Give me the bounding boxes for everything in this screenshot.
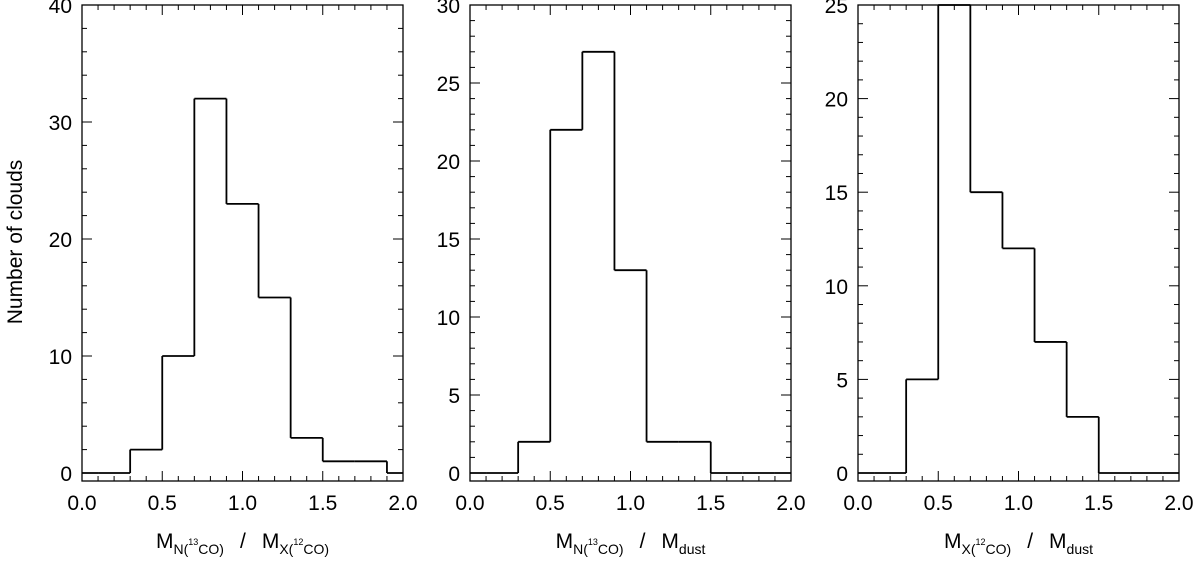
x-axis-label-part: CO) [303,541,329,557]
x-tick-label: 2.0 [388,492,417,515]
x-tick-label: 2.0 [1164,492,1193,515]
x-axis-label-part: N( [573,541,588,557]
y-tick-label: 10 [49,346,72,369]
y-tick-label: 0 [836,463,848,486]
y-tick-label: 10 [825,276,848,299]
y-tick-label: 0 [60,463,72,486]
x-axis-label-part: CO) [986,541,1012,557]
x-axis-label-part: 12 [293,537,303,547]
x-axis-label-part: CO) [598,541,624,557]
histogram-steps [82,97,403,474]
y-tick-label: 20 [825,89,848,112]
x-tick-label: 0.5 [536,492,565,515]
x-axis-label-part: dust [679,541,706,557]
y-tick-label: 5 [448,385,460,408]
x-axis-label-part: X( [962,541,976,557]
x-axis-label-part: / [640,530,646,553]
x-tick-label: 0.5 [924,492,953,515]
x-tick-label: 2.0 [776,492,805,515]
plot-frame [469,4,792,482]
x-axis-label-part: M [556,530,574,553]
x-axis-label-part: M [1049,530,1067,553]
x-axis-label-part: CO) [198,541,224,557]
y-tick-label: 25 [825,0,848,18]
x-axis-label: MN(13CO) / Mdust [556,530,706,557]
x-axis-label-part: 12 [976,537,986,547]
x-axis-label: MN(13CO) / MX(12CO) [156,530,329,557]
y-tick-label: 15 [825,182,848,205]
y-tick-label: 25 [437,73,460,96]
histogram-steps [858,4,1179,474]
x-axis-label-part: M [944,530,962,553]
x-tick-label: 0.0 [843,492,872,515]
y-tick-label: 30 [49,112,72,135]
x-tick-label: 1.5 [1084,492,1113,515]
y-tick-label: 40 [49,0,72,18]
x-axis-label-part: 13 [588,537,598,547]
y-axis-label: Number of clouds [4,160,27,325]
x-tick-label: 1.5 [696,492,725,515]
x-axis-label-part: 13 [188,537,198,547]
x-axis-label-part: M [156,530,174,553]
x-axis-label-part: / [1027,530,1033,553]
x-tick-label: 1.0 [616,492,645,515]
x-tick-label: 0.0 [455,492,484,515]
y-tick-label: 20 [49,229,72,252]
x-tick-label: 1.5 [308,492,337,515]
x-axis-label-part: X( [279,541,293,557]
plot-frame [81,4,404,482]
x-tick-label: 0.5 [148,492,177,515]
y-tick-label: 5 [836,369,848,392]
x-axis-label-part: M [661,530,679,553]
x-axis-label: MX(12CO) / Mdust [944,530,1093,557]
y-tick-label: 30 [437,0,460,18]
x-axis-label-part: dust [1067,541,1094,557]
y-tick-label: 20 [437,151,460,174]
y-tick-label: 10 [437,307,460,330]
x-axis-label-part: N( [174,541,189,557]
x-tick-label: 1.0 [1004,492,1033,515]
x-axis-label-part: M [262,530,280,553]
histogram-steps [470,50,791,474]
x-tick-label: 1.0 [228,492,257,515]
y-tick-label: 0 [448,463,460,486]
x-axis-label-part: / [240,530,246,553]
x-tick-label: 0.0 [67,492,96,515]
y-tick-label: 15 [437,229,460,252]
